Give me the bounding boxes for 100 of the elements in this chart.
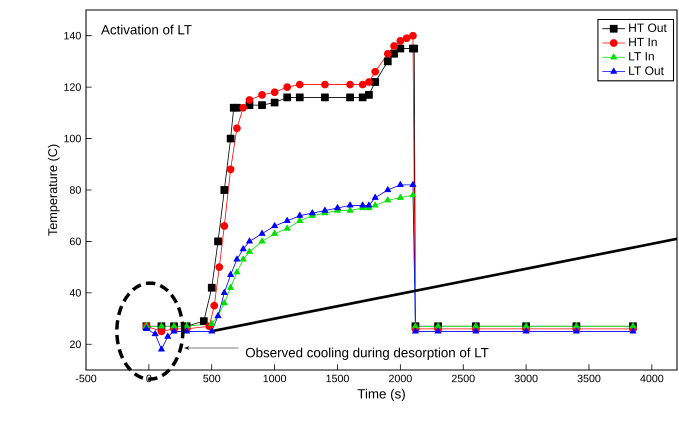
point xyxy=(226,166,234,174)
legend-label: HT Out xyxy=(629,24,667,32)
point xyxy=(271,222,278,228)
point xyxy=(371,68,380,76)
point xyxy=(258,101,266,109)
x-tick-label: -500 xyxy=(76,374,96,382)
point xyxy=(158,328,166,336)
point xyxy=(246,248,253,254)
point xyxy=(296,94,304,102)
point xyxy=(396,44,404,52)
y-tick-label: 140 xyxy=(64,32,81,40)
point xyxy=(200,317,208,325)
point xyxy=(308,209,316,216)
point xyxy=(246,238,253,244)
legend-label: HT In xyxy=(629,38,657,46)
point xyxy=(210,302,218,310)
y-tick-label: 120 xyxy=(64,83,81,91)
point xyxy=(522,328,530,334)
point xyxy=(365,78,373,86)
x-axis-title: Time (s) xyxy=(358,388,405,402)
point xyxy=(240,256,247,262)
legend-label: LT Out xyxy=(629,66,664,75)
point xyxy=(220,186,228,194)
point xyxy=(384,196,392,202)
point xyxy=(371,78,380,86)
point xyxy=(258,230,266,236)
x-tick-label: 500 xyxy=(203,374,220,382)
x-tick-label: 3500 xyxy=(578,374,600,382)
point xyxy=(296,80,304,88)
point xyxy=(412,328,419,334)
x-tick-label: 2500 xyxy=(452,374,475,382)
point xyxy=(170,328,178,334)
point xyxy=(630,328,636,334)
point xyxy=(390,42,398,50)
point xyxy=(214,238,222,246)
point xyxy=(239,104,248,112)
point xyxy=(283,83,292,91)
point xyxy=(365,90,373,99)
point xyxy=(208,328,216,334)
point xyxy=(270,98,278,106)
point xyxy=(220,288,228,295)
point xyxy=(410,180,416,187)
point xyxy=(334,204,341,210)
point xyxy=(226,134,234,142)
point xyxy=(258,90,266,99)
point xyxy=(284,224,291,231)
point xyxy=(158,346,165,352)
point xyxy=(346,80,354,88)
point xyxy=(271,230,278,236)
annotation: Observed cooling during desorption of LT xyxy=(246,348,488,360)
point xyxy=(240,245,247,252)
point xyxy=(346,206,354,213)
point xyxy=(409,32,417,40)
annotation: Activation of LT xyxy=(101,24,192,34)
point xyxy=(246,96,254,104)
point xyxy=(283,94,292,102)
point xyxy=(384,58,392,66)
point xyxy=(358,80,367,88)
point xyxy=(359,202,366,208)
y-tick-label: 40 xyxy=(70,289,81,297)
point xyxy=(220,222,228,230)
x-tick-label: 2000 xyxy=(389,374,412,382)
point xyxy=(410,191,416,198)
point xyxy=(142,324,150,331)
x-tick-label: 1000 xyxy=(264,374,286,382)
point xyxy=(372,194,379,200)
point xyxy=(434,328,442,334)
point xyxy=(220,299,228,306)
point xyxy=(152,330,159,336)
x-tick-label: 4000 xyxy=(640,374,664,382)
point xyxy=(366,202,372,208)
y-tick-label: 60 xyxy=(70,238,81,246)
point xyxy=(321,94,329,102)
point xyxy=(233,124,241,132)
point xyxy=(384,50,392,58)
point xyxy=(270,88,278,96)
point xyxy=(227,284,234,290)
point xyxy=(472,328,480,334)
y-tick-label: 100 xyxy=(64,134,81,142)
x-tick-label: 1500 xyxy=(326,374,349,382)
point xyxy=(208,320,216,326)
x-tick-label: 3000 xyxy=(514,374,538,382)
point xyxy=(208,284,216,292)
y-tick-label: 80 xyxy=(70,186,81,194)
point xyxy=(215,263,224,271)
point xyxy=(346,94,354,102)
point xyxy=(384,186,392,192)
point xyxy=(573,328,580,334)
point xyxy=(396,194,404,200)
point xyxy=(346,202,354,208)
point xyxy=(233,268,240,274)
point xyxy=(227,270,234,277)
point xyxy=(396,180,404,187)
point xyxy=(284,216,291,223)
point xyxy=(321,80,329,88)
point xyxy=(258,238,266,244)
legend-label: LT In xyxy=(629,52,654,60)
point xyxy=(322,206,328,213)
point xyxy=(296,216,304,223)
point xyxy=(396,36,404,45)
